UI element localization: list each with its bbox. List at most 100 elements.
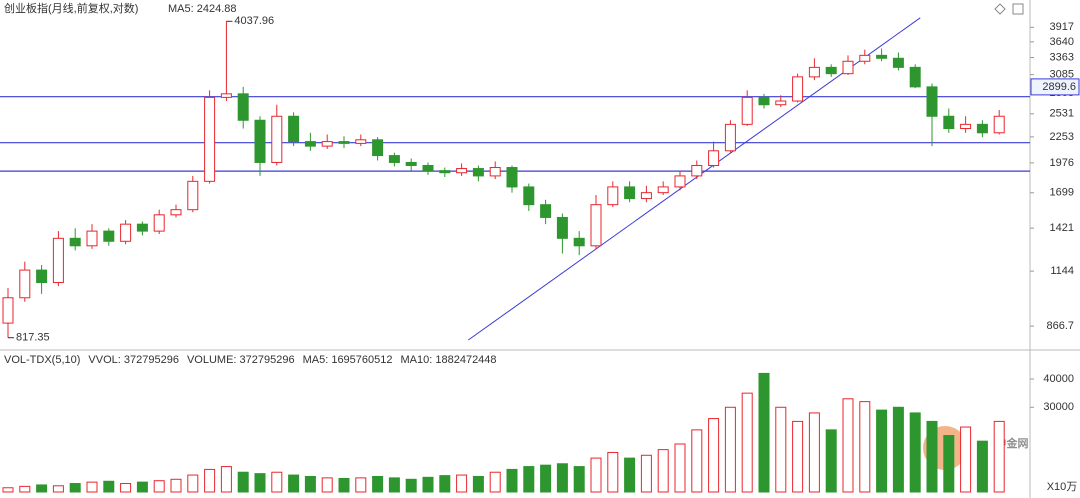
candle-body bbox=[120, 223, 132, 242]
y-tick-label: 2253 bbox=[1050, 131, 1074, 143]
candle bbox=[708, 141, 720, 168]
candle bbox=[405, 158, 417, 171]
candle-body bbox=[489, 167, 501, 177]
candle-body bbox=[859, 54, 871, 62]
candle bbox=[439, 167, 451, 177]
candle-body bbox=[2, 297, 14, 324]
candle bbox=[422, 162, 434, 175]
candle bbox=[758, 93, 770, 109]
volume-bar bbox=[288, 474, 300, 493]
candle bbox=[523, 183, 535, 211]
volume-bar bbox=[825, 429, 837, 493]
candle bbox=[909, 64, 921, 89]
volume-tick-label: 30000 bbox=[1043, 401, 1074, 413]
candle bbox=[926, 83, 938, 147]
candle-body bbox=[640, 192, 652, 200]
candle-body bbox=[304, 141, 316, 147]
candle bbox=[943, 108, 955, 133]
volume-bar bbox=[36, 484, 48, 493]
candle bbox=[993, 110, 1005, 135]
volume-unit: X10万 bbox=[1047, 481, 1078, 493]
candle-body bbox=[556, 216, 568, 239]
volume-bar bbox=[204, 468, 216, 493]
volume-bar bbox=[170, 478, 182, 493]
volume-bar bbox=[472, 475, 484, 493]
y-tick-label: 3917 bbox=[1050, 21, 1074, 33]
y-tick-label: 1699 bbox=[1050, 187, 1074, 199]
volume-bar bbox=[573, 466, 585, 493]
candle-body bbox=[758, 96, 770, 106]
candle-body bbox=[976, 123, 988, 134]
volume-bar bbox=[52, 485, 64, 493]
volume-header: VOLUME: 372795296 bbox=[187, 354, 295, 366]
candle bbox=[388, 152, 400, 167]
y-tick-label: 1976 bbox=[1050, 157, 1074, 169]
volume-bar bbox=[355, 477, 367, 493]
y-tick-label: 3085 bbox=[1050, 69, 1074, 81]
candle bbox=[674, 170, 686, 191]
candle-body bbox=[506, 167, 518, 188]
candle bbox=[120, 220, 132, 245]
volume-bar bbox=[926, 420, 938, 493]
candle bbox=[624, 181, 636, 203]
y-tick-label: 1144 bbox=[1050, 265, 1074, 277]
candle-body bbox=[69, 237, 81, 247]
volume-bar bbox=[976, 440, 988, 493]
candle bbox=[304, 132, 316, 151]
candle-body bbox=[405, 161, 417, 166]
candle bbox=[792, 73, 804, 103]
volume-tick-label: 40000 bbox=[1043, 373, 1074, 385]
candle-body bbox=[472, 168, 484, 177]
candle bbox=[153, 209, 165, 234]
volume-bar bbox=[69, 483, 81, 493]
y-tick-label: 1421 bbox=[1050, 222, 1074, 234]
candle-body bbox=[36, 269, 48, 284]
volume-bar bbox=[19, 485, 31, 493]
candle-body bbox=[892, 57, 904, 68]
candle-body bbox=[657, 186, 669, 194]
candle-body bbox=[607, 186, 619, 206]
price-label-box bbox=[1030, 78, 1080, 96]
candle-body bbox=[674, 175, 686, 188]
icon[interactable] bbox=[994, 3, 1006, 15]
volume-bar bbox=[876, 409, 888, 493]
candle-body bbox=[960, 123, 972, 130]
y-tick-label: 866.7 bbox=[1046, 320, 1074, 332]
candle-body bbox=[708, 150, 720, 166]
icon[interactable] bbox=[1012, 3, 1024, 15]
volume-bar bbox=[556, 463, 568, 493]
candle-body bbox=[456, 168, 468, 174]
volume-bar bbox=[792, 420, 804, 493]
candle-body bbox=[338, 141, 350, 144]
volume-bar bbox=[691, 429, 703, 493]
candle bbox=[472, 165, 484, 182]
candle-body bbox=[943, 115, 955, 130]
volume-bar bbox=[489, 471, 501, 493]
volume-bar bbox=[943, 435, 955, 493]
candle-body bbox=[573, 237, 585, 247]
candle bbox=[976, 120, 988, 138]
candle bbox=[590, 195, 602, 249]
candle bbox=[2, 288, 14, 338]
volume-bar bbox=[993, 420, 1005, 493]
candle-body bbox=[372, 139, 384, 157]
candle bbox=[808, 58, 820, 81]
candle-body bbox=[741, 96, 753, 125]
price-label: 2899.6 bbox=[1042, 81, 1076, 93]
candle-body bbox=[624, 186, 636, 200]
candle bbox=[556, 213, 568, 254]
volume-bar bbox=[909, 412, 921, 493]
volume-bar bbox=[237, 471, 249, 493]
candle-body bbox=[52, 237, 64, 284]
volume-bar bbox=[254, 473, 266, 493]
candle bbox=[657, 181, 669, 196]
candle-body bbox=[355, 139, 367, 144]
volume-bar bbox=[388, 477, 400, 493]
candle-body bbox=[909, 66, 921, 88]
candle bbox=[36, 264, 48, 294]
candle-body bbox=[792, 76, 804, 102]
volume-bar bbox=[220, 466, 232, 493]
volume-bar bbox=[304, 475, 316, 493]
annotation: 817.35 bbox=[16, 332, 50, 344]
